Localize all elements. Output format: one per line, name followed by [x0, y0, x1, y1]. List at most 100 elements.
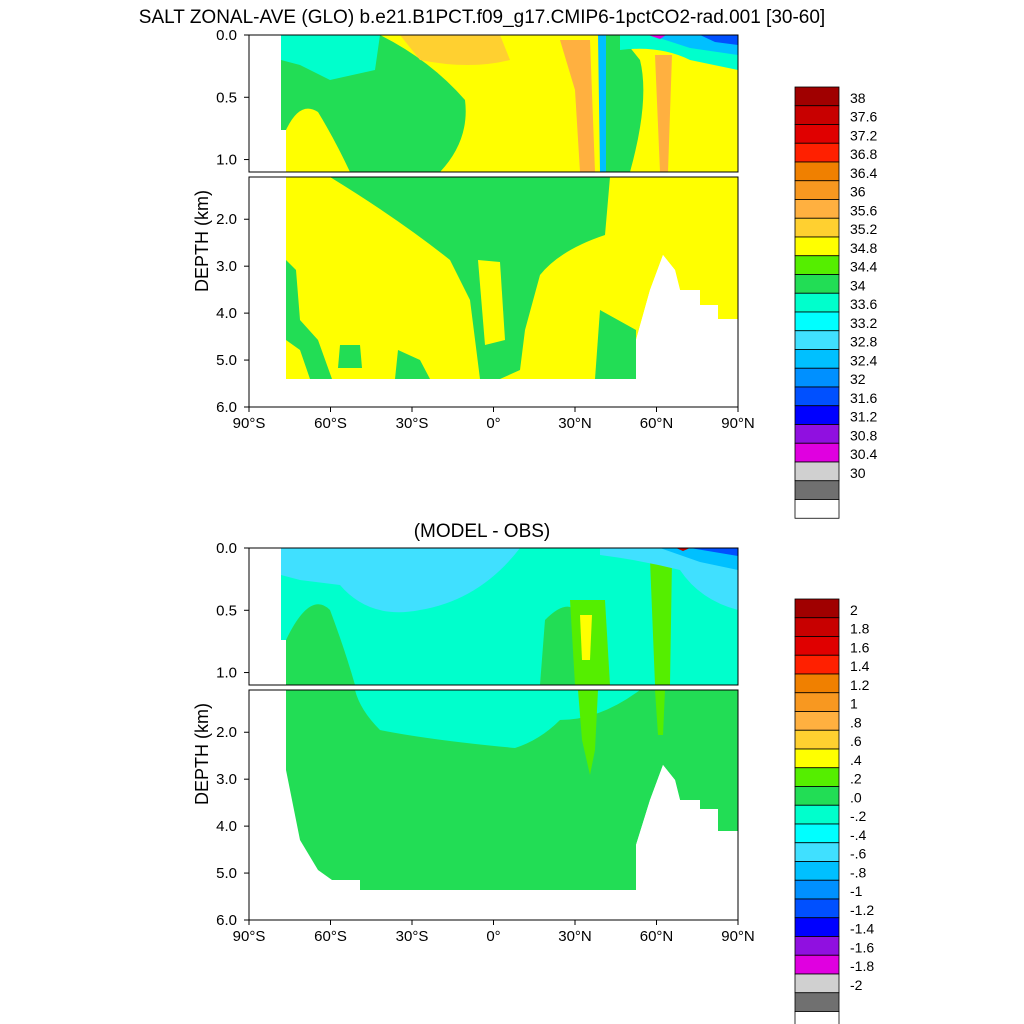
- colorbar-swatch: [794, 636, 840, 656]
- axes-layer: 90°S 60°S 30°S 0° 30°N 60°N 90°N 0.0 0.5 1.0 2.0 3.…: [192, 27, 755, 945]
- colorbar-swatch: [794, 124, 840, 144]
- x-tick-label: 90°S: [233, 415, 266, 432]
- colorbar-swatch: [794, 1011, 840, 1024]
- colorbar-label: 30.4: [850, 446, 877, 462]
- y-tick-label: 6.0: [216, 399, 237, 416]
- y-tick-label: 1.0: [216, 152, 237, 169]
- y-tick-label: 4.0: [216, 818, 237, 835]
- colorbar-label: 32.4: [850, 352, 877, 368]
- colorbar-swatch: [794, 236, 840, 257]
- colorbar-label: -1.6: [850, 939, 874, 955]
- salinity-lower-field: [249, 177, 738, 407]
- colorbar-swatch: [794, 105, 840, 125]
- colorbar-label: 1.2: [850, 677, 870, 693]
- colorbar-swatch: [794, 292, 840, 313]
- x-tick-label: 90°S: [233, 928, 266, 945]
- y-tick-label: 3.0: [216, 771, 237, 788]
- colorbar-swatch: [794, 274, 840, 294]
- colorbar-swatch: [794, 405, 840, 425]
- colorbar-label: .8: [850, 714, 862, 730]
- colorbar-swatch: [794, 461, 840, 482]
- colorbar-swatch: [794, 349, 840, 369]
- chart-title: SALT ZONAL-AVE (GLO) b.e21.B1PCT.f09_g17…: [138, 7, 826, 28]
- colorbar-swatch: [794, 367, 840, 388]
- colorbar-swatch: [794, 879, 840, 900]
- colorbar-label: 36: [850, 184, 866, 200]
- colorbar-label: 31.6: [850, 390, 877, 406]
- x-tick-label: 30°N: [558, 415, 592, 432]
- y-tick-label: 1.0: [216, 665, 237, 682]
- colorbar-swatch: [794, 973, 840, 994]
- colorbar-label: 35.6: [850, 202, 877, 218]
- colorbar-swatch: [794, 330, 840, 350]
- colorbar-swatch: [794, 917, 840, 937]
- colorbars: 38 37.6 37.2 36.8 36.4 36 35.6 35.2 34.8 34.4 34 33…: [794, 86, 877, 1024]
- y-tick-label: 4.0: [216, 305, 237, 322]
- y-tick-label: 2.0: [216, 724, 237, 741]
- y-tick-label: 2.0: [216, 211, 237, 228]
- y-axis-label: DEPTH (km): [192, 190, 212, 292]
- colorbar-label: -1.2: [850, 902, 874, 918]
- colorbar-label: 2: [850, 602, 858, 618]
- colorbar-label: -2: [850, 977, 863, 993]
- difference-upper-field: [249, 548, 738, 685]
- colorbar-label: 38: [850, 90, 866, 106]
- y-tick-label: 5.0: [216, 352, 237, 369]
- colorbar-swatch: [794, 842, 840, 862]
- colorbar-swatch: [794, 499, 840, 519]
- colorbar-label: -1: [850, 883, 863, 899]
- colorbar-swatch: [794, 767, 840, 787]
- y-tick-label: 5.0: [216, 865, 237, 882]
- x-tick-label: 0°: [486, 415, 500, 432]
- colorbar-swatch: [794, 598, 840, 619]
- diff-panel-title: (MODEL - OBS): [413, 521, 551, 542]
- y-tick-label: 0.0: [216, 27, 237, 44]
- colorbar-label: 31.2: [850, 409, 877, 425]
- colorbar-swatch: [794, 711, 840, 731]
- colorbar-swatch: [794, 654, 840, 675]
- colorbar-label: 36.8: [850, 146, 877, 162]
- colorbar-label: 32.8: [850, 334, 877, 350]
- x-tick-label: 0°: [486, 928, 500, 945]
- colorbar-label: 34.4: [850, 259, 877, 275]
- x-tick-label: 60°N: [640, 928, 674, 945]
- colorbar-swatch: [794, 480, 840, 500]
- colorbar-swatch: [794, 442, 840, 463]
- y-tick-label: 3.0: [216, 258, 237, 275]
- colorbar-swatch: [794, 786, 840, 806]
- colorbar-label: 1: [850, 696, 858, 712]
- x-tick-label: 60°N: [640, 415, 674, 432]
- y-tick-label: 0.5: [216, 602, 237, 619]
- colorbar-2: 21.81.61.41.21.8.6.4.2.0-.2-.4-.6-.8-1-1…: [794, 598, 874, 1024]
- x-tick-label: 30°S: [396, 928, 429, 945]
- colorbar-swatch: [794, 386, 840, 407]
- colorbar-label: 1.8: [850, 621, 870, 637]
- salinity-panel: [248, 34, 739, 408]
- difference-lower-field: [249, 690, 738, 920]
- x-tick-label: 30°N: [558, 928, 592, 945]
- y-tick-label: 6.0: [216, 912, 237, 929]
- colorbar-label: 37.6: [850, 109, 877, 125]
- x-tick-label: 90°N: [721, 415, 755, 432]
- colorbar-swatch: [794, 199, 840, 219]
- x-tick-label: 60°S: [314, 415, 347, 432]
- colorbar-1: 38 37.6 37.2 36.8 36.4 36 35.6 35.2 34.8 34.4 34 33…: [794, 86, 877, 519]
- salinity-upper-field: [249, 35, 738, 172]
- colorbar-swatch: [794, 936, 840, 956]
- colorbar-swatch: [794, 311, 840, 332]
- x-tick-label: 90°N: [721, 928, 755, 945]
- colorbar-label: 1.4: [850, 658, 870, 674]
- colorbar-label: 32: [850, 371, 866, 387]
- x-tick-label: 60°S: [314, 928, 347, 945]
- colorbar-label: 34.8: [850, 240, 877, 256]
- colorbar-swatch: [794, 861, 840, 881]
- x-tick-label: 30°S: [396, 415, 429, 432]
- colorbar-label: -.8: [850, 864, 867, 880]
- colorbar-label: .2: [850, 771, 862, 787]
- y-tick-label: 0.0: [216, 540, 237, 557]
- colorbar-label: -.4: [850, 827, 867, 843]
- colorbar-swatch: [794, 180, 840, 200]
- axes-panel-1: 90°S 60°S 30°S 0° 30°N 60°N 90°N 0.0 0.5 1.0 2.0 3.…: [192, 27, 755, 432]
- colorbar-swatch: [794, 161, 840, 182]
